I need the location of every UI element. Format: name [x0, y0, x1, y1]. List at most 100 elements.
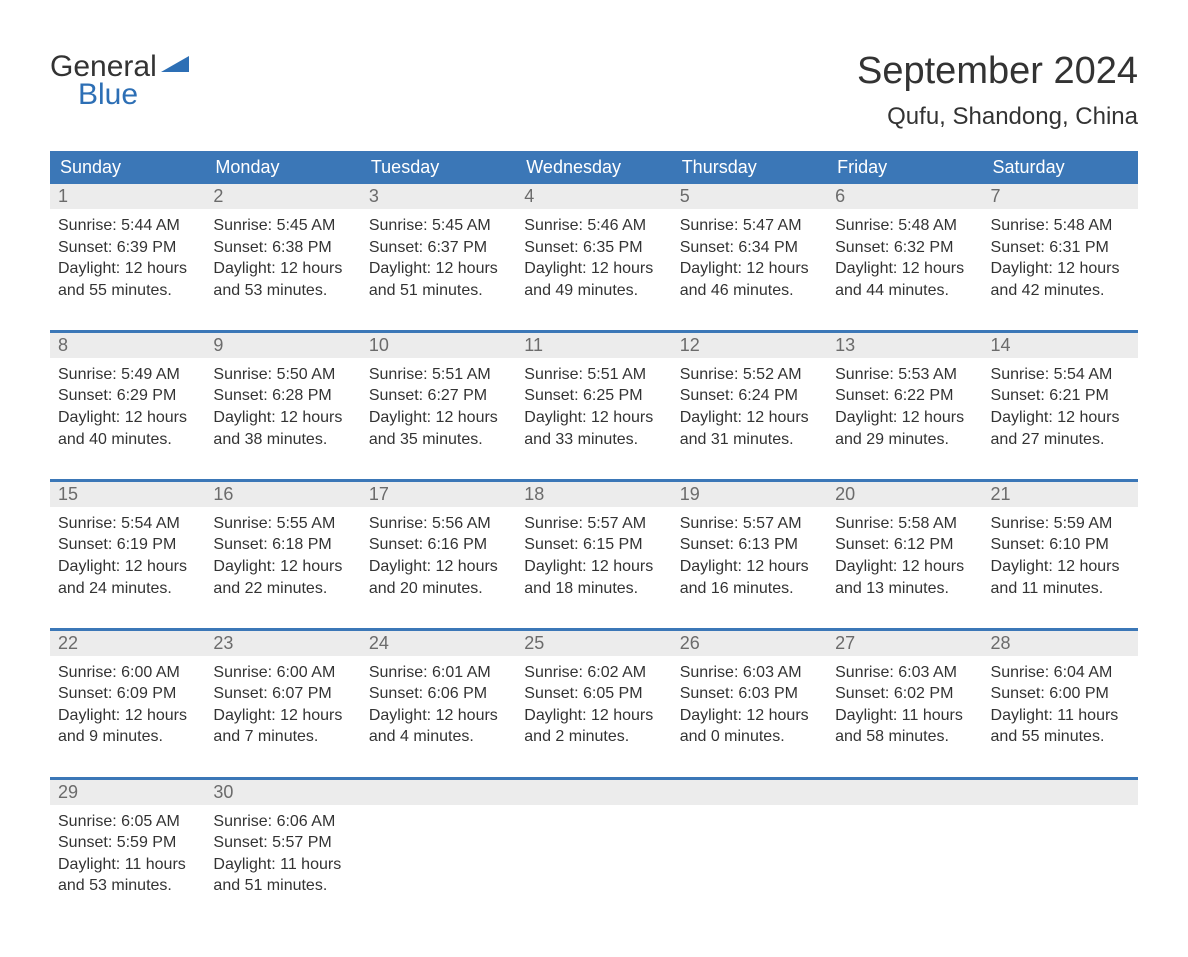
location: Qufu, Shandong, China [857, 103, 1138, 131]
daylight-text-line2: and 11 minutes. [991, 578, 1130, 600]
day-body: Sunrise: 6:04 AMSunset: 6:00 PMDaylight:… [983, 656, 1138, 758]
sunrise-text: Sunrise: 5:58 AM [835, 513, 974, 535]
sunrise-text: Sunrise: 6:02 AM [524, 662, 663, 684]
daylight-text-line2: and 22 minutes. [213, 578, 352, 600]
day-body: Sunrise: 5:49 AMSunset: 6:29 PMDaylight:… [50, 358, 205, 460]
day-number: 14 [983, 333, 1138, 358]
sunset-text: Sunset: 6:35 PM [524, 237, 663, 259]
daylight-text-line1: Daylight: 12 hours [524, 705, 663, 727]
week-body-row: Sunrise: 5:44 AMSunset: 6:39 PMDaylight:… [50, 209, 1138, 311]
day-number: 2 [205, 184, 360, 209]
sunset-text: Sunset: 6:19 PM [58, 534, 197, 556]
calendar-body: 1234567Sunrise: 5:44 AMSunset: 6:39 PMDa… [50, 184, 1138, 907]
day-number-empty [672, 780, 827, 805]
header: General Blue September 2024 Qufu, Shando… [50, 50, 1138, 131]
daylight-text-line2: and 0 minutes. [680, 726, 819, 748]
sunrise-text: Sunrise: 6:06 AM [213, 811, 352, 833]
week-separator [50, 311, 1138, 331]
day-body: Sunrise: 5:56 AMSunset: 6:16 PMDaylight:… [361, 507, 516, 609]
daylight-text-line2: and 13 minutes. [835, 578, 974, 600]
day-body: Sunrise: 6:02 AMSunset: 6:05 PMDaylight:… [516, 656, 671, 758]
daylight-text-line2: and 51 minutes. [369, 280, 508, 302]
sunrise-text: Sunrise: 5:45 AM [369, 215, 508, 237]
week-body-row: Sunrise: 5:54 AMSunset: 6:19 PMDaylight:… [50, 507, 1138, 609]
sunrise-text: Sunrise: 5:57 AM [680, 513, 819, 535]
week-number-row: 891011121314 [50, 331, 1138, 358]
sunrise-text: Sunrise: 5:57 AM [524, 513, 663, 535]
sunrise-text: Sunrise: 5:49 AM [58, 364, 197, 386]
sunrise-text: Sunrise: 5:59 AM [991, 513, 1130, 535]
daylight-text-line1: Daylight: 11 hours [991, 705, 1130, 727]
sunrise-text: Sunrise: 6:00 AM [58, 662, 197, 684]
daylight-text-line2: and 16 minutes. [680, 578, 819, 600]
day-number: 27 [827, 631, 982, 656]
sunrise-text: Sunrise: 5:45 AM [213, 215, 352, 237]
sunset-text: Sunset: 6:25 PM [524, 385, 663, 407]
day-body: Sunrise: 6:00 AMSunset: 6:07 PMDaylight:… [205, 656, 360, 758]
day-body: Sunrise: 5:55 AMSunset: 6:18 PMDaylight:… [205, 507, 360, 609]
day-body: Sunrise: 5:44 AMSunset: 6:39 PMDaylight:… [50, 209, 205, 311]
daylight-text-line2: and 29 minutes. [835, 429, 974, 451]
day-body: Sunrise: 5:48 AMSunset: 6:32 PMDaylight:… [827, 209, 982, 311]
day-body: Sunrise: 5:53 AMSunset: 6:22 PMDaylight:… [827, 358, 982, 460]
day-number: 13 [827, 333, 982, 358]
daylight-text-line2: and 53 minutes. [58, 875, 197, 897]
week-body-row: Sunrise: 5:49 AMSunset: 6:29 PM Daylight:… [50, 358, 1138, 460]
day-header: Tuesday [361, 151, 516, 184]
day-number: 5 [672, 184, 827, 209]
sunrise-text: Sunrise: 5:56 AM [369, 513, 508, 535]
sunset-text: Sunset: 6:37 PM [369, 237, 508, 259]
day-number: 23 [205, 631, 360, 656]
sunset-text: Sunset: 6:29 PM [58, 385, 197, 407]
sunset-text: Sunset: 6:22 PM [835, 385, 974, 407]
day-header: Wednesday [516, 151, 671, 184]
day-body: Sunrise: 5:58 AMSunset: 6:12 PMDaylight:… [827, 507, 982, 609]
sunrise-text: Sunrise: 5:51 AM [524, 364, 663, 386]
month-title: September 2024 [857, 50, 1138, 93]
sunrise-text: Sunrise: 5:52 AM [680, 364, 819, 386]
sunrise-text: Sunrise: 5:48 AM [991, 215, 1130, 237]
sunset-text: Sunset: 6:15 PM [524, 534, 663, 556]
day-number: 26 [672, 631, 827, 656]
sunset-text: Sunset: 6:07 PM [213, 683, 352, 705]
sunrise-text: Sunrise: 6:00 AM [213, 662, 352, 684]
day-body: Sunrise: 6:03 AMSunset: 6:02 PMDaylight:… [827, 656, 982, 758]
day-number: 11 [516, 333, 671, 358]
daylight-text-line2: and 42 minutes. [991, 280, 1130, 302]
daylight-text-line2: and 27 minutes. [991, 429, 1130, 451]
daylight-text-line1: Daylight: 12 hours [835, 556, 974, 578]
day-number: 3 [361, 184, 516, 209]
sunrise-text: Sunrise: 5:48 AM [835, 215, 974, 237]
day-number: 16 [205, 482, 360, 507]
daylight-text-line2: and 49 minutes. [524, 280, 663, 302]
day-body: Sunrise: 6:06 AMSunset: 5:57 PMDaylight:… [205, 805, 360, 907]
sunset-text: Sunset: 6:34 PM [680, 237, 819, 259]
daylight-text-line1: Daylight: 12 hours [369, 705, 508, 727]
daylight-text-line1: Daylight: 12 hours [835, 258, 974, 280]
sunset-text: Sunset: 6:16 PM [369, 534, 508, 556]
daylight-text-line1: Daylight: 12 hours [369, 556, 508, 578]
sunrise-text: Sunrise: 5:55 AM [213, 513, 352, 535]
daylight-text-line1: Daylight: 12 hours [58, 258, 197, 280]
day-number: 28 [983, 631, 1138, 656]
week-separator [50, 758, 1138, 778]
sunrise-text: Sunrise: 6:04 AM [991, 662, 1130, 684]
daylight-text-line1: Daylight: 12 hours [680, 407, 819, 429]
day-number: 21 [983, 482, 1138, 507]
daylight-text-line2: and 38 minutes. [213, 429, 352, 451]
logo-word-blue: Blue [78, 78, 138, 112]
sunrise-text: Sunrise: 5:44 AM [58, 215, 197, 237]
day-number: 7 [983, 184, 1138, 209]
day-header: Friday [827, 151, 982, 184]
daylight-text-line2: and 40 minutes. [58, 429, 197, 451]
daylight-text-line1: Daylight: 12 hours [524, 407, 663, 429]
sunset-text: Sunset: 6:31 PM [991, 237, 1130, 259]
day-body: Sunrise: 6:03 AMSunset: 6:03 PMDaylight:… [672, 656, 827, 758]
daylight-text-line1: Daylight: 12 hours [58, 705, 197, 727]
day-number-empty [983, 780, 1138, 805]
daylight-text-line1: Daylight: 12 hours [369, 407, 508, 429]
day-body: Sunrise: 5:57 AMSunset: 6:13 PMDaylight:… [672, 507, 827, 609]
sunset-text: Sunset: 6:02 PM [835, 683, 974, 705]
day-number: 24 [361, 631, 516, 656]
sunrise-text: Sunrise: 5:53 AM [835, 364, 974, 386]
